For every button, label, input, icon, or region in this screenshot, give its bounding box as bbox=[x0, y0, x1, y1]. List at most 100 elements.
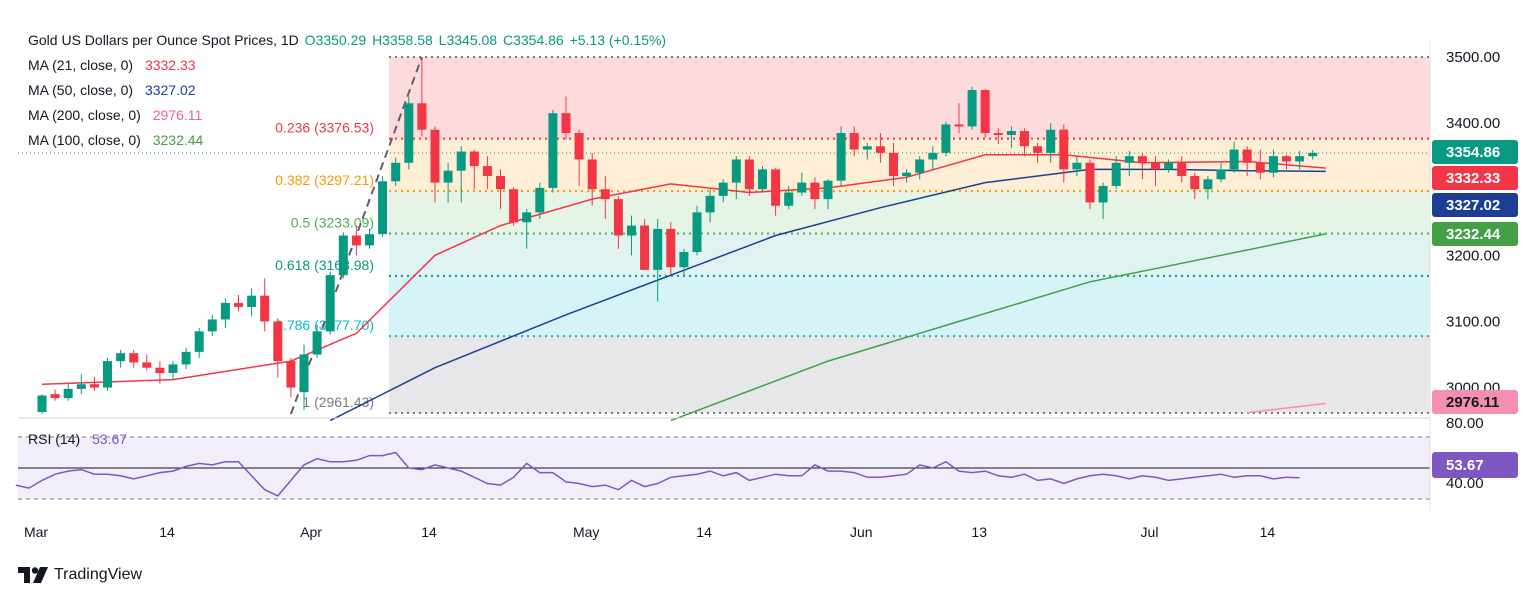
candle-body bbox=[378, 181, 388, 235]
candle-body bbox=[194, 331, 204, 352]
candle-body bbox=[679, 252, 689, 268]
candle-body bbox=[103, 361, 112, 388]
symbol-title[interactable]: Gold US Dollars per Ounce Spot Prices, 1… bbox=[28, 32, 299, 48]
fib-zone-0.618 bbox=[389, 233, 1430, 276]
low-value: L3345.08 bbox=[438, 32, 498, 48]
candle-body bbox=[993, 133, 1003, 136]
indicator-ma100[interactable]: MA (100, close, 0) 3232.44 bbox=[28, 128, 666, 153]
fib-swing-line bbox=[289, 56, 423, 415]
indicator-value: 3232.44 bbox=[152, 132, 204, 148]
candle-body bbox=[1085, 162, 1095, 203]
candle-body bbox=[1033, 146, 1043, 153]
x-tick-label: Apr bbox=[300, 524, 322, 540]
candle-body bbox=[404, 103, 414, 163]
x-tick-label: 14 bbox=[421, 524, 437, 540]
y-tick-label: 3100.00 bbox=[1446, 313, 1500, 330]
chart-legend: Gold US Dollars per Ounce Spot Prices, 1… bbox=[28, 28, 666, 153]
x-tick-label: 14 bbox=[159, 524, 175, 540]
x-tick-label: Jul bbox=[1141, 524, 1159, 540]
rsi-badge bbox=[1432, 452, 1518, 478]
candle-body bbox=[1111, 162, 1121, 186]
candle-body bbox=[76, 384, 86, 389]
candle-body bbox=[1046, 129, 1056, 153]
rsi-legend[interactable]: RSI (14) 53.67 bbox=[28, 431, 127, 447]
candle-body bbox=[325, 275, 335, 332]
candle-body bbox=[1216, 169, 1226, 180]
candle-body bbox=[116, 353, 126, 362]
open-value: O3350.29 bbox=[304, 32, 367, 48]
candle-body bbox=[1006, 131, 1016, 136]
indicator-label: MA (21, close, 0) bbox=[28, 57, 134, 73]
ma21-line bbox=[41, 154, 1326, 386]
candle-body bbox=[1072, 162, 1082, 170]
x-tick-label: 14 bbox=[696, 524, 712, 540]
candle-body bbox=[168, 364, 178, 374]
candle-body bbox=[758, 169, 767, 190]
candle-body bbox=[1190, 176, 1200, 190]
candle-body bbox=[482, 166, 492, 176]
indicator-value: 3332.33 bbox=[144, 57, 196, 73]
change-value: +5.13 (+0.15%) bbox=[569, 32, 667, 48]
tradingview-brand[interactable]: TradingView bbox=[18, 566, 142, 584]
rsi-line bbox=[15, 451, 1300, 497]
header-row: Gold US Dollars per Ounce Spot Prices, 1… bbox=[28, 28, 666, 53]
indicator-ma200[interactable]: MA (200, close, 0) 2976.11 bbox=[28, 103, 666, 128]
candle-body bbox=[574, 133, 584, 160]
candle-body bbox=[509, 189, 519, 223]
price-badge bbox=[1432, 390, 1518, 414]
fib-zone-0.5 bbox=[389, 191, 1430, 234]
close-value: C3354.86 bbox=[502, 32, 564, 48]
tradingview-logo-icon bbox=[18, 567, 48, 583]
price-badge-label: 3327.02 bbox=[1446, 197, 1500, 214]
candle-body bbox=[220, 302, 230, 320]
candle-body bbox=[1177, 162, 1187, 176]
candle-body bbox=[1137, 156, 1147, 163]
fib-zone-0.786 bbox=[389, 275, 1430, 337]
x-tick-label: Mar bbox=[24, 524, 48, 540]
candle-body bbox=[417, 103, 427, 130]
fib-level-label: 0.5 (3233.09) bbox=[291, 214, 374, 230]
candle-body bbox=[980, 90, 990, 134]
rsi-label: RSI (14) bbox=[28, 431, 81, 447]
rsi-badge-label: 53.67 bbox=[1446, 457, 1484, 474]
candle-body bbox=[338, 235, 348, 276]
candle-body bbox=[797, 182, 807, 193]
candle-body bbox=[613, 199, 623, 236]
fib-level-label: 0.382 (3297.21) bbox=[275, 172, 374, 188]
fib-level-label: 0.618 (3168.98) bbox=[275, 257, 374, 273]
candle-body bbox=[600, 189, 610, 200]
candle-body bbox=[836, 133, 846, 181]
candle-body bbox=[902, 172, 912, 176]
candle-body bbox=[63, 388, 73, 399]
candle-body bbox=[207, 319, 217, 332]
candle-body bbox=[351, 235, 361, 246]
candle-body bbox=[443, 170, 453, 183]
candle-body bbox=[299, 354, 309, 393]
price-badge-label: 3354.86 bbox=[1446, 144, 1500, 161]
indicator-value: 2976.11 bbox=[152, 107, 203, 123]
candle-body bbox=[1229, 149, 1239, 170]
indicator-label: MA (100, close, 0) bbox=[28, 132, 141, 148]
candle-body bbox=[1059, 129, 1069, 170]
candle-body bbox=[640, 225, 650, 270]
fib-level-label: 0.786 (3077.70) bbox=[275, 317, 374, 333]
price-badge-label: 3232.44 bbox=[1446, 226, 1501, 243]
candle-body bbox=[535, 187, 545, 213]
candle-body bbox=[522, 212, 532, 223]
x-tick-label: May bbox=[573, 524, 599, 540]
candle-body bbox=[548, 113, 558, 188]
indicator-ma21[interactable]: MA (21, close, 0) 3332.33 bbox=[28, 53, 666, 78]
indicator-ma50[interactable]: MA (50, close, 0) 3327.02 bbox=[28, 78, 666, 103]
fib-level-label: 1 (2961.43) bbox=[302, 394, 374, 410]
brand-name: TradingView bbox=[54, 566, 143, 583]
price-badge bbox=[1432, 166, 1518, 190]
candle-body bbox=[849, 133, 859, 150]
candle-body bbox=[731, 159, 741, 183]
fib-zone-1 bbox=[389, 336, 1430, 414]
candle-body bbox=[941, 124, 951, 153]
candle-body bbox=[666, 228, 676, 268]
candle-body bbox=[89, 384, 99, 388]
candle-body bbox=[469, 151, 479, 167]
candle-body bbox=[1020, 131, 1029, 147]
